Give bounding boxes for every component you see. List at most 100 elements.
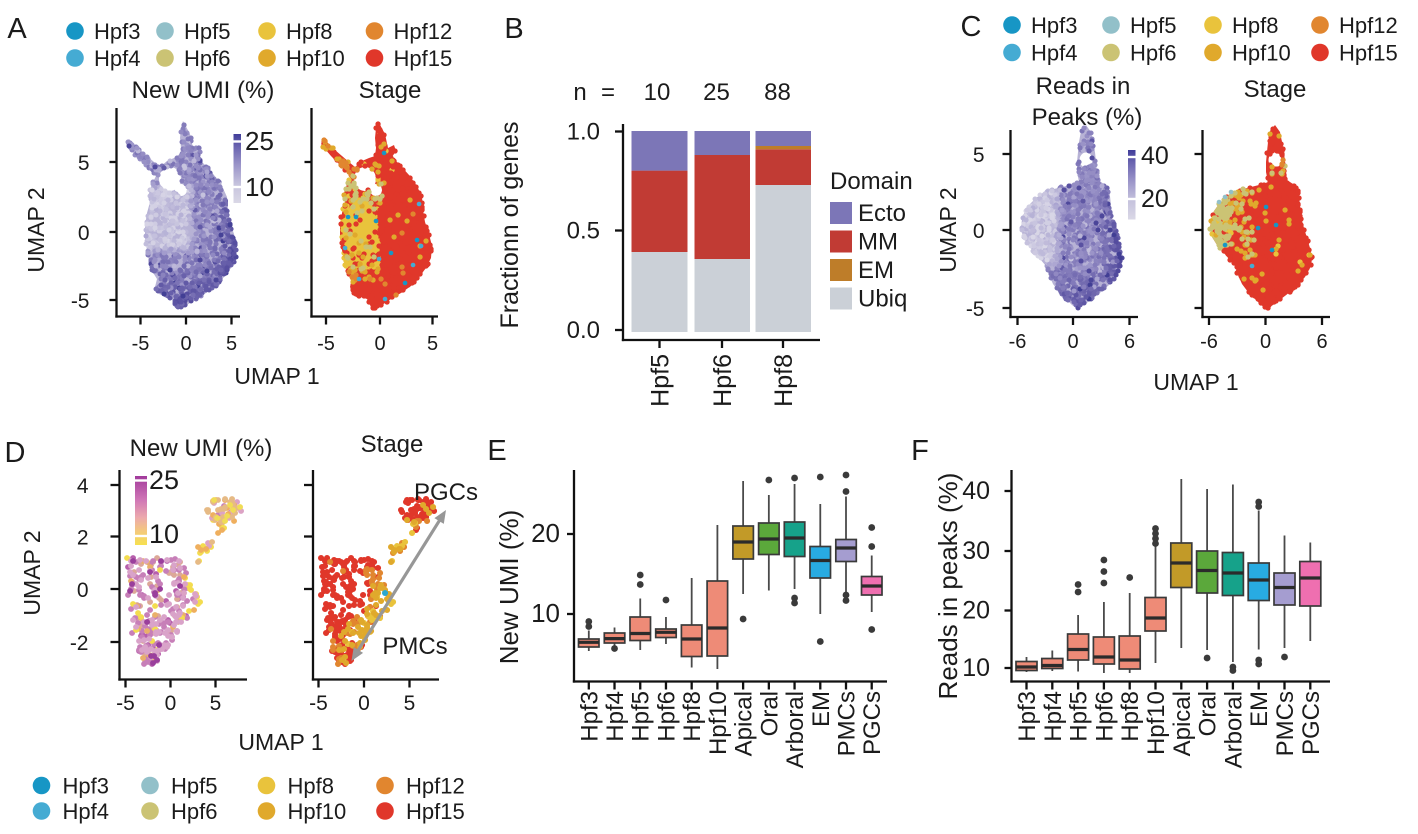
svg-text:Hpf6: Hpf6 [1091, 691, 1118, 742]
svg-text:Hpf8: Hpf8 [1117, 691, 1144, 742]
svg-text:40: 40 [962, 477, 990, 505]
svg-text:25: 25 [149, 465, 179, 495]
svg-text:Hpf5: Hpf5 [171, 774, 217, 799]
svg-text:PGCs: PGCs [859, 691, 886, 755]
svg-text:PGCs: PGCs [414, 479, 478, 506]
svg-text:Hpf5: Hpf5 [628, 691, 655, 742]
svg-text:A: A [7, 13, 27, 45]
svg-text:Hpf3: Hpf3 [94, 19, 140, 44]
svg-text:Hpf10: Hpf10 [1232, 41, 1291, 66]
svg-text:-2: -2 [70, 632, 89, 655]
svg-text:Hpf12: Hpf12 [394, 19, 453, 44]
svg-text:10: 10 [245, 172, 274, 202]
svg-text:0.5: 0.5 [567, 218, 600, 245]
svg-text:0: 0 [374, 333, 385, 355]
svg-text:Hpf4: Hpf4 [602, 691, 629, 742]
svg-text:0: 0 [165, 692, 177, 715]
svg-text:UMAP 2: UMAP 2 [19, 530, 45, 615]
svg-text:PGCs: PGCs [1298, 691, 1325, 755]
svg-text:PMCs: PMCs [382, 633, 447, 660]
svg-text:88: 88 [764, 79, 791, 106]
svg-text:-6: -6 [1009, 331, 1027, 353]
svg-text:Arboral: Arboral [1220, 691, 1247, 768]
svg-text:Hpf8: Hpf8 [288, 774, 334, 799]
svg-text:UMAP 1: UMAP 1 [238, 729, 323, 755]
svg-text:Hpf10: Hpf10 [288, 799, 347, 824]
svg-text:Hpf3: Hpf3 [63, 774, 109, 799]
svg-text:Hpf8: Hpf8 [770, 354, 798, 407]
svg-text:0: 0 [973, 220, 985, 243]
svg-text:UMAP 1: UMAP 1 [234, 363, 319, 389]
svg-text:10: 10 [149, 519, 179, 549]
svg-text:UMAP 2: UMAP 2 [935, 187, 961, 272]
svg-text:Hpf8: Hpf8 [1232, 13, 1278, 38]
svg-text:UMAP 1: UMAP 1 [1153, 369, 1238, 395]
svg-text:Stage: Stage [361, 431, 424, 458]
svg-text:0: 0 [1260, 331, 1271, 353]
svg-text:Hpf6: Hpf6 [653, 691, 680, 742]
svg-text:0.0: 0.0 [567, 317, 600, 344]
svg-text:Ubiq: Ubiq [858, 286, 907, 313]
svg-text:-5: -5 [966, 298, 985, 321]
svg-text:0: 0 [1067, 331, 1078, 353]
svg-text:10: 10 [962, 654, 990, 682]
svg-text:25: 25 [245, 126, 274, 156]
svg-text:=: = [601, 79, 615, 106]
svg-text:Hpf4: Hpf4 [1040, 691, 1067, 742]
svg-text:Hpf5: Hpf5 [184, 19, 230, 44]
svg-text:Hpf10: Hpf10 [705, 691, 732, 755]
svg-text:EM: EM [808, 691, 835, 727]
svg-text:0: 0 [180, 333, 191, 355]
svg-text:2: 2 [77, 527, 89, 550]
svg-text:Hpf12: Hpf12 [406, 774, 465, 799]
svg-text:New UMI (%): New UMI (%) [130, 435, 273, 462]
svg-text:0: 0 [77, 579, 89, 602]
svg-text:4: 4 [77, 475, 89, 498]
svg-text:F: F [911, 435, 929, 467]
svg-text:0: 0 [78, 222, 90, 245]
svg-text:PMCs: PMCs [1272, 691, 1299, 756]
svg-text:Fractionn of genes: Fractionn of genes [496, 121, 524, 328]
svg-text:5: 5 [226, 333, 237, 355]
svg-text:10: 10 [531, 598, 560, 628]
svg-text:Hpf15: Hpf15 [394, 46, 453, 71]
svg-text:Hpf6: Hpf6 [1130, 41, 1176, 66]
svg-text:Reads in: Reads in [1036, 73, 1131, 100]
svg-text:Hpf5: Hpf5 [647, 354, 675, 407]
svg-text:MM: MM [858, 229, 898, 256]
svg-text:Hpf4: Hpf4 [63, 799, 109, 824]
svg-text:E: E [487, 435, 506, 467]
svg-text:Domain: Domain [830, 168, 913, 195]
svg-text:6: 6 [1316, 331, 1327, 353]
svg-text:-5: -5 [317, 333, 335, 355]
svg-text:Hpf5: Hpf5 [1130, 13, 1176, 38]
svg-text:Stage: Stage [359, 77, 422, 104]
svg-text:Hpf3: Hpf3 [576, 691, 603, 742]
svg-text:C: C [961, 11, 982, 43]
svg-text:Apical: Apical [731, 691, 758, 756]
svg-text:Hpf10: Hpf10 [286, 46, 345, 71]
svg-text:Apical: Apical [1169, 691, 1196, 756]
svg-text:B: B [504, 13, 523, 45]
svg-text:5: 5 [210, 692, 222, 715]
svg-text:New UMI (%): New UMI (%) [494, 510, 524, 665]
svg-text:Hpf3: Hpf3 [1031, 13, 1077, 38]
svg-text:-6: -6 [1200, 331, 1218, 353]
svg-text:-5: -5 [116, 692, 135, 715]
svg-text:Hpf12: Hpf12 [1339, 13, 1398, 38]
svg-text:Hpf6: Hpf6 [709, 354, 737, 407]
svg-text:UMAP 2: UMAP 2 [23, 187, 49, 272]
svg-text:EM: EM [858, 257, 894, 284]
svg-text:5: 5 [78, 152, 90, 175]
svg-text:-5: -5 [309, 692, 328, 715]
svg-text:Hpf5: Hpf5 [1066, 691, 1093, 742]
svg-text:Hpf4: Hpf4 [94, 46, 140, 71]
svg-text:Hpf3: Hpf3 [1014, 691, 1041, 742]
svg-text:30: 30 [962, 537, 990, 565]
svg-text:1.0: 1.0 [567, 119, 600, 146]
svg-text:-5: -5 [132, 333, 150, 355]
svg-text:Hpf10: Hpf10 [1143, 691, 1170, 755]
svg-text:Hpf15: Hpf15 [1339, 41, 1398, 66]
svg-text:Oral: Oral [756, 691, 783, 736]
svg-text:20: 20 [1141, 185, 1169, 213]
